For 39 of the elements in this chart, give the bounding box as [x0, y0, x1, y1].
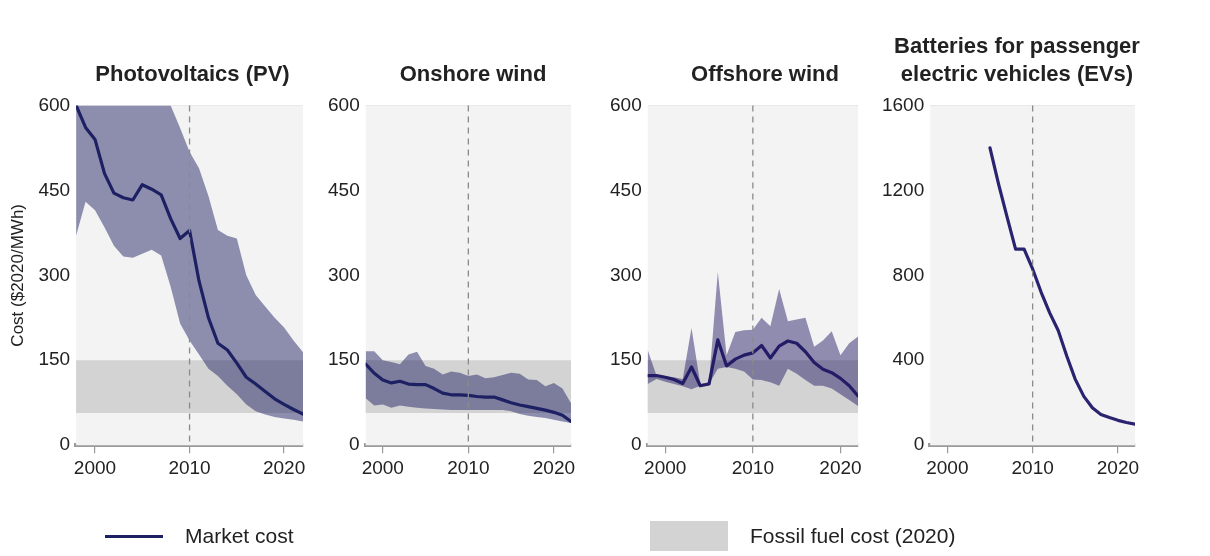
x-tick-label: 2000 — [73, 456, 117, 478]
x-tick-label: 2020 — [1096, 456, 1140, 478]
x-tick-label: 2020 — [532, 456, 576, 478]
legend-label: Market cost — [185, 524, 294, 548]
chart-title: Onshore wind — [398, 60, 548, 88]
y-tick-label: 0 — [631, 433, 642, 455]
y-axis-title: Cost ($2020/MWh) — [7, 203, 27, 347]
x-tick-label: 2000 — [361, 456, 404, 478]
x-tick-label: 2000 — [926, 456, 969, 478]
y-tick-label: 450 — [610, 178, 642, 200]
y-tick-label: 1600 — [881, 93, 925, 115]
y-tick-label: 1200 — [881, 178, 925, 200]
y-tick-label: 450 — [328, 178, 360, 200]
x-tick-label: 2020 — [819, 456, 862, 478]
y-tick-label: 400 — [892, 348, 925, 370]
legend-label: Fossil fuel cost (2020) — [750, 524, 956, 548]
x-tick-label: 2000 — [644, 456, 687, 478]
y-tick-label: 300 — [38, 263, 71, 285]
y-tick-label: 0 — [913, 433, 925, 455]
chart-title: Photovoltaics (PV) — [94, 60, 291, 88]
y-tick-label: 800 — [892, 263, 925, 285]
y-tick-label: 600 — [610, 93, 642, 115]
y-tick-label: 300 — [328, 263, 360, 285]
y-tick-label: 0 — [349, 433, 360, 455]
y-tick-label: 150 — [328, 348, 360, 370]
y-tick-label: 150 — [610, 348, 642, 370]
x-tick-label: 2010 — [1011, 456, 1054, 478]
x-tick-label: 2010 — [447, 456, 490, 478]
y-tick-label: 450 — [38, 178, 71, 200]
y-tick-label: 0 — [59, 433, 71, 455]
y-tick-label: 600 — [328, 93, 360, 115]
chart-title: Batteries for passenger electric vehicles (EVs) — [893, 32, 1141, 88]
x-tick-label: 2020 — [262, 456, 306, 478]
chart-title: Offshore wind — [690, 60, 840, 88]
y-tick-label: 150 — [38, 348, 71, 370]
x-tick-label: 2010 — [731, 456, 774, 478]
y-tick-label: 300 — [610, 263, 642, 285]
x-tick-label: 2010 — [168, 456, 211, 478]
y-tick-label: 600 — [38, 93, 71, 115]
